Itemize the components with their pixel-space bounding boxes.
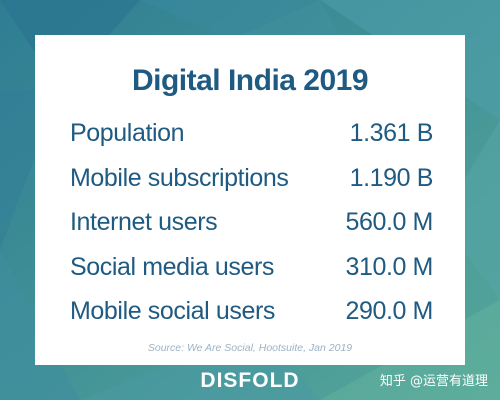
stat-row-social-media-users: Social media users 310.0 M (70, 253, 433, 298)
stat-label: Social media users (70, 252, 275, 281)
stat-value: 560.0 M (345, 208, 433, 236)
card-title: Digital India 2019 (131, 64, 369, 97)
stat-value: 290.0 M (345, 297, 433, 325)
stat-row-mobile-subscriptions: Mobile subscriptions 1.190 B (70, 164, 433, 209)
stat-value: 1.361 B (349, 119, 434, 147)
stat-value: 1.190 B (349, 163, 434, 192)
stat-value: 310.0 M (345, 252, 433, 281)
stat-row-mobile-social-users: Mobile social users 290.0 M (70, 297, 433, 342)
stat-label: Population (70, 119, 185, 147)
brand-logo-text: DISFOLD (200, 369, 300, 392)
source-caption: Source: We Are Social, Hootsuite, Jan 20… (147, 342, 353, 354)
stat-row-internet-users: Internet users 560.0 M (70, 208, 433, 253)
stat-row-population: Population 1.361 B (70, 119, 433, 164)
stat-label: Mobile subscriptions (70, 163, 289, 192)
stats-list: Population 1.361 B Mobile subscriptions … (70, 119, 433, 342)
stat-label: Internet users (70, 208, 218, 236)
stat-label: Mobile social users (70, 297, 275, 325)
info-card: Digital India 2019 Population 1.361 B Mo… (35, 35, 465, 365)
watermark-text: 知乎 @运营有道理 (379, 374, 488, 389)
